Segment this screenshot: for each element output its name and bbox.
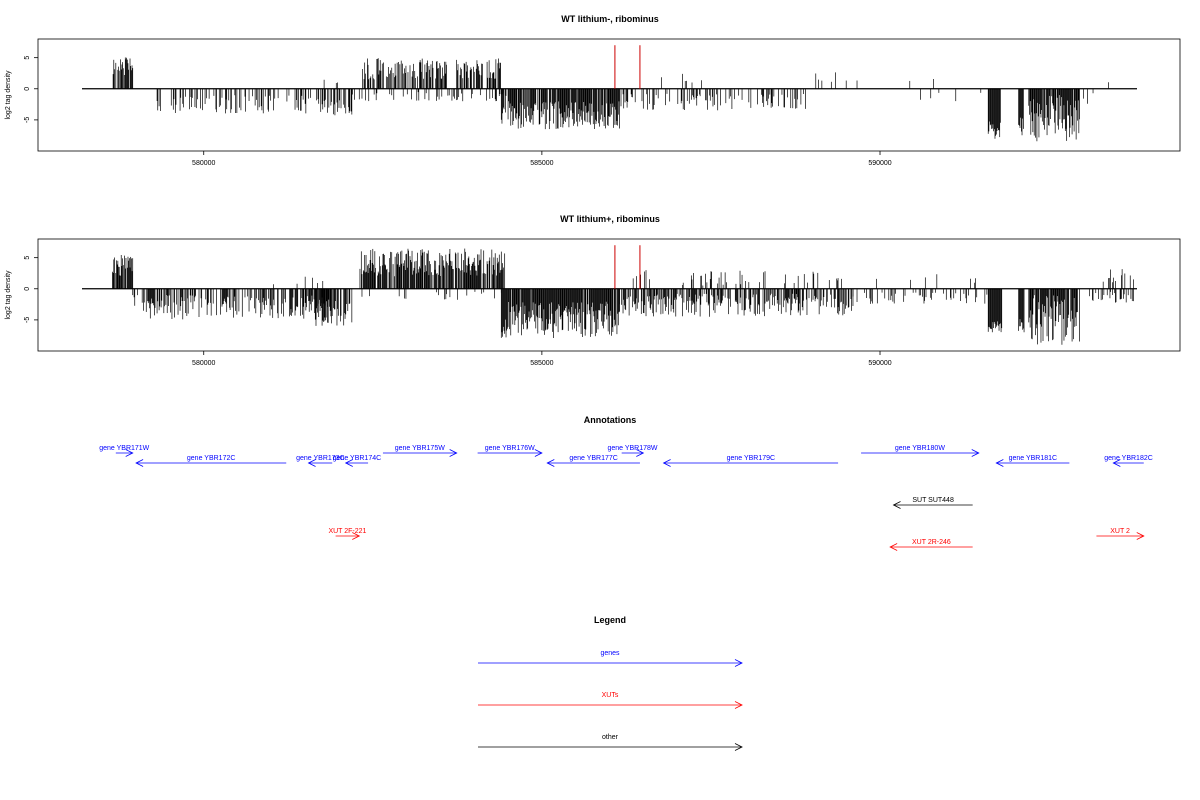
y-axis-label: log2 tag density xyxy=(5,270,12,320)
legend-label: other xyxy=(602,734,619,741)
annotation-gene: gene YBR177C xyxy=(546,455,640,467)
x-tick-label: 585000 xyxy=(530,360,553,367)
y-tick-label: 5 xyxy=(24,56,31,60)
annotation-xut: XUT 2 xyxy=(1096,528,1145,540)
track-title: WT lithium+, ribominus xyxy=(560,214,660,224)
annotation-gene: gene YBR175W xyxy=(382,445,458,457)
arrow-head xyxy=(971,449,980,457)
annotation-gene: gene YBR176W xyxy=(477,445,543,457)
annotations-panel: Annotations gene YBR171W gene YBR172C gene … xyxy=(99,415,1153,551)
annotation-gene: gene YBR179C xyxy=(662,455,839,467)
annotation-label: XUT 2R-246 xyxy=(912,539,951,546)
annotation-other: SUT SUT448 xyxy=(892,497,973,509)
annotation-label: gene YBR173C xyxy=(296,455,345,462)
y-axis-label: log2 tag density xyxy=(5,70,12,120)
annotation-label: gene YBR182C xyxy=(1104,455,1153,462)
annotation-label: gene YBR179C xyxy=(727,455,776,462)
annotation-gene: gene YBR178W xyxy=(607,445,658,457)
arrow-head xyxy=(889,543,898,551)
annotation-gene: gene YBR171W xyxy=(99,445,150,457)
density-bars xyxy=(112,248,1134,345)
arrow-head xyxy=(135,459,144,467)
y-tick-label: 0 xyxy=(24,287,31,291)
arrow-head xyxy=(995,459,1004,467)
legend-entry: other xyxy=(478,734,743,751)
arrow-head xyxy=(449,449,458,457)
annotation-label: XUT 2 xyxy=(1110,528,1130,535)
annotation-label: gene YBR176W xyxy=(485,445,535,452)
annotation-xut: XUT 2F-221 xyxy=(328,528,367,540)
legend-title: Legend xyxy=(594,615,626,625)
density-bars xyxy=(112,57,1109,142)
y-tick-label: 0 xyxy=(24,87,31,91)
track-panel-1: WT lithium-, ribominus log2 tag density -5… xyxy=(5,14,1181,167)
arrow-head xyxy=(1136,532,1145,540)
annotations-title: Annotations xyxy=(584,415,637,425)
x-tick-label: 585000 xyxy=(530,160,553,167)
annotation-label: gene YBR174C xyxy=(333,455,382,462)
annotation-label: gene YBR175W xyxy=(395,445,445,452)
annotation-gene: gene YBR174C xyxy=(333,455,382,467)
arrow-head xyxy=(636,449,645,457)
y-tick-label: 5 xyxy=(24,256,31,260)
y-tick-label: -5 xyxy=(24,117,31,123)
legend-label: genes xyxy=(600,650,620,657)
legend-label: XUTs xyxy=(602,692,619,699)
arrow-head xyxy=(125,449,134,457)
x-tick-label: 580000 xyxy=(192,360,215,367)
annotation-label: gene YBR177C xyxy=(569,455,618,462)
x-tick-label: 590000 xyxy=(868,160,891,167)
annotation-gene: gene YBR182C xyxy=(1104,455,1153,467)
annotation-gene: gene YBR180W xyxy=(861,445,980,457)
x-tick-label: 580000 xyxy=(192,160,215,167)
annotation-label: SUT SUT448 xyxy=(912,497,954,504)
y-tick-label: -5 xyxy=(24,317,31,323)
arrow-head xyxy=(892,501,901,509)
arrow-head xyxy=(546,459,555,467)
annotation-label: XUT 2F-221 xyxy=(328,528,366,535)
arrow-head xyxy=(307,459,316,467)
track-panel-2: WT lithium+, ribominus log2 tag density -5… xyxy=(5,214,1181,367)
annotation-label: gene YBR180W xyxy=(895,445,945,452)
plot-frame xyxy=(37,38,1181,152)
track-title: WT lithium-, ribominus xyxy=(561,14,659,24)
annotation-label: gene YBR172C xyxy=(187,455,236,462)
arrow-head xyxy=(352,532,361,540)
x-tick-label: 590000 xyxy=(868,360,891,367)
legend-panel: Legend genes XUTs other xyxy=(478,615,743,751)
arrow-head xyxy=(734,701,743,709)
legend-entry: XUTs xyxy=(478,692,743,709)
annotation-xut: XUT 2R-246 xyxy=(889,539,973,551)
arrow-head xyxy=(344,459,353,467)
arrow-head xyxy=(734,659,743,667)
arrow-head xyxy=(534,449,543,457)
annotation-label: gene YBR171W xyxy=(99,445,149,452)
arrow-head xyxy=(734,743,743,751)
annotation-label: gene YBR178W xyxy=(607,445,657,452)
plot-frame xyxy=(37,238,1181,352)
arrow-head xyxy=(1112,459,1121,467)
annotation-label: gene YBR181C xyxy=(1009,455,1058,462)
legend-entry: genes xyxy=(478,650,743,667)
annotation-gene: gene YBR172C xyxy=(135,455,287,467)
annotation-gene: gene YBR173C xyxy=(296,455,345,467)
arrow-head xyxy=(662,459,671,467)
annotation-gene: gene YBR181C xyxy=(995,455,1070,467)
